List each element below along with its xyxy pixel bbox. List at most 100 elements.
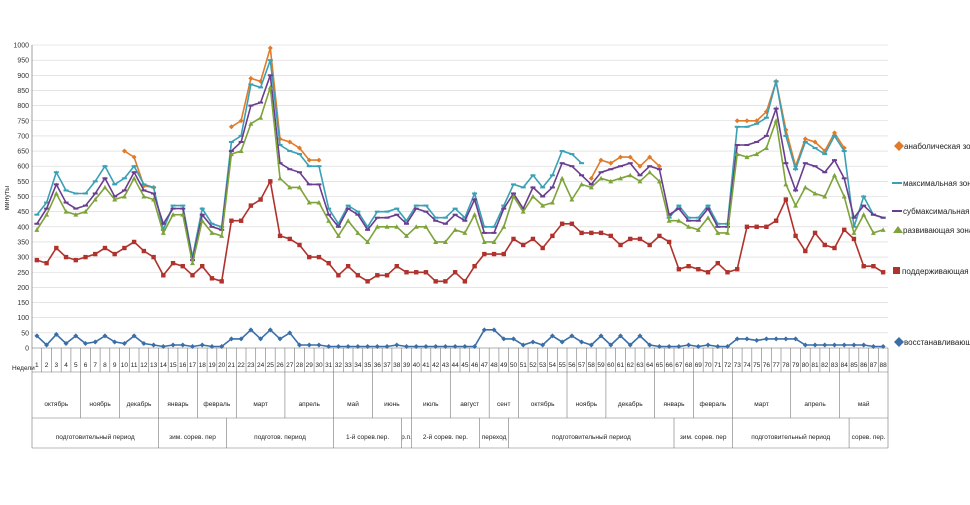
period-label: подготов. период bbox=[254, 434, 306, 441]
series-4 bbox=[34, 178, 886, 284]
week-label: 46 bbox=[471, 362, 479, 369]
data-point bbox=[472, 263, 477, 269]
data-point bbox=[851, 342, 857, 348]
data-point bbox=[73, 333, 79, 339]
data-point bbox=[705, 215, 711, 220]
data-point bbox=[326, 218, 332, 223]
data-point bbox=[190, 260, 195, 266]
week-label: 80 bbox=[802, 362, 810, 369]
data-point bbox=[802, 136, 808, 142]
month-label: август bbox=[460, 401, 479, 408]
data-point bbox=[812, 190, 818, 196]
data-point bbox=[657, 233, 662, 239]
data-point bbox=[209, 276, 215, 281]
data-point bbox=[540, 203, 546, 208]
data-point bbox=[219, 279, 224, 284]
data-point bbox=[861, 342, 867, 348]
period-label: р.п. bbox=[401, 434, 412, 441]
week-label: 35 bbox=[364, 362, 372, 369]
data-point bbox=[637, 163, 643, 169]
series-line bbox=[36, 178, 884, 283]
month-label: январь bbox=[167, 401, 189, 408]
data-point bbox=[102, 245, 108, 251]
data-point bbox=[83, 340, 88, 346]
y-tick-label: 0 bbox=[25, 346, 29, 353]
data-point bbox=[345, 218, 351, 223]
data-point bbox=[627, 172, 633, 178]
data-point bbox=[258, 115, 264, 120]
data-point bbox=[345, 263, 351, 269]
week-label: 3 bbox=[55, 362, 59, 369]
week-label: 8 bbox=[103, 362, 107, 369]
data-point bbox=[832, 245, 837, 251]
data-point bbox=[696, 267, 701, 272]
data-point bbox=[793, 336, 799, 342]
legend-item-anabolic: анаболическая зона bbox=[894, 141, 970, 151]
data-point bbox=[734, 118, 740, 124]
week-label: 49 bbox=[500, 362, 508, 369]
week-label: 48 bbox=[490, 362, 498, 369]
data-point bbox=[365, 279, 370, 284]
data-point bbox=[598, 230, 604, 236]
week-label: 13 bbox=[150, 362, 158, 369]
week-label: 72 bbox=[724, 362, 732, 369]
data-point bbox=[34, 257, 40, 263]
data-point bbox=[491, 239, 497, 244]
data-point bbox=[579, 339, 585, 345]
legend-item-developing: развивающая зона bbox=[893, 226, 970, 235]
data-point bbox=[793, 203, 799, 208]
data-point bbox=[501, 251, 506, 257]
data-point bbox=[540, 342, 546, 348]
week-label: 61 bbox=[617, 362, 625, 369]
week-label: 19 bbox=[208, 362, 216, 369]
data-point bbox=[530, 194, 536, 199]
data-point bbox=[880, 270, 886, 275]
data-point bbox=[870, 230, 876, 235]
data-point bbox=[842, 227, 847, 233]
y-tick-label: 600 bbox=[17, 164, 29, 171]
y-tick-label: 300 bbox=[17, 255, 29, 262]
data-point bbox=[832, 172, 837, 178]
data-point bbox=[841, 194, 847, 199]
y-tick-label: 250 bbox=[17, 270, 29, 277]
data-point bbox=[54, 245, 59, 251]
data-point bbox=[676, 267, 682, 272]
month-label: апрель bbox=[804, 401, 826, 408]
data-point bbox=[832, 342, 837, 348]
data-point bbox=[666, 239, 672, 245]
y-tick-label: 50 bbox=[21, 330, 29, 337]
data-point bbox=[63, 340, 69, 346]
week-label: 85 bbox=[850, 362, 858, 369]
period-label: зим. сорев. пер bbox=[680, 434, 727, 441]
data-point bbox=[307, 254, 312, 260]
data-point bbox=[550, 233, 555, 239]
y-tick-label: 650 bbox=[17, 149, 29, 156]
week-label: 71 bbox=[714, 362, 722, 369]
data-point bbox=[121, 340, 127, 346]
legend-label: поддерживающая зона bbox=[902, 267, 970, 276]
data-point bbox=[452, 270, 458, 275]
data-point bbox=[112, 251, 117, 257]
data-point bbox=[229, 218, 234, 223]
data-point bbox=[287, 139, 293, 145]
data-point bbox=[462, 279, 468, 284]
week-label: 64 bbox=[646, 362, 654, 369]
data-point bbox=[238, 218, 244, 223]
data-point bbox=[297, 184, 302, 190]
week-label: 7 bbox=[93, 362, 97, 369]
week-label: 50 bbox=[510, 362, 518, 369]
data-point bbox=[822, 342, 828, 348]
data-point bbox=[83, 209, 88, 214]
month-label: декабрь bbox=[618, 400, 643, 408]
data-point bbox=[851, 230, 857, 235]
y-axis-label: минуты bbox=[4, 186, 11, 210]
data-point bbox=[481, 239, 487, 244]
data-point bbox=[121, 148, 127, 154]
y-tick-label: 800 bbox=[17, 103, 29, 110]
week-label: 34 bbox=[354, 362, 362, 369]
data-point bbox=[73, 257, 78, 263]
data-point bbox=[793, 233, 798, 239]
data-point bbox=[647, 169, 653, 175]
data-point bbox=[394, 342, 400, 348]
data-point bbox=[588, 184, 594, 190]
